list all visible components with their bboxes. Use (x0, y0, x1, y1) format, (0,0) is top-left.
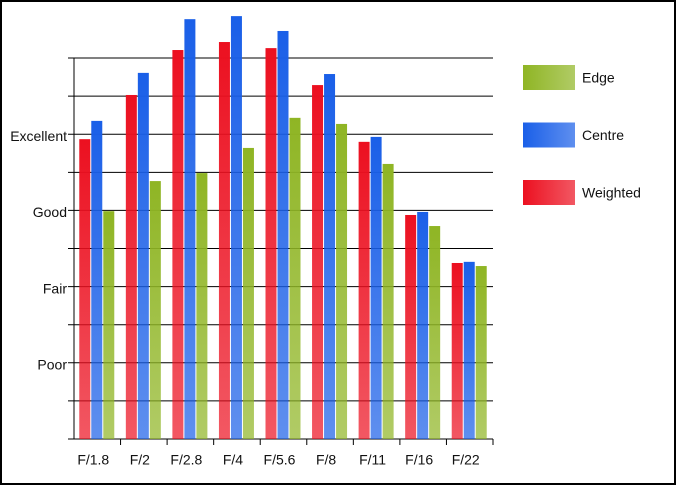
legend-swatch (523, 180, 575, 205)
bar (382, 163, 394, 439)
bar (324, 74, 336, 439)
bar (184, 19, 196, 439)
bar (125, 94, 137, 440)
bar (370, 136, 382, 439)
bar (79, 139, 91, 439)
legend-label: Centre (582, 127, 624, 143)
y-tick-label: Good (33, 204, 67, 220)
bar (149, 181, 161, 439)
legend-swatch (523, 122, 575, 148)
bar (196, 173, 208, 439)
bar (172, 50, 184, 439)
legend-swatch (523, 65, 575, 90)
bar (417, 211, 429, 439)
x-tick-label: F/4 (223, 452, 243, 468)
bar (429, 226, 441, 439)
x-tick-label: F/8 (316, 452, 336, 468)
bar (103, 211, 115, 439)
x-tick-label: F/22 (452, 452, 480, 468)
x-tick-label: F/5.6 (264, 452, 296, 468)
bar (336, 123, 348, 439)
bar (91, 120, 103, 439)
y-tick-label: Fair (43, 280, 67, 296)
bar (137, 72, 149, 439)
bar (405, 214, 417, 439)
bar (451, 262, 463, 439)
x-tick-label: F/1.8 (77, 452, 109, 468)
x-tick-label: F/11 (359, 452, 386, 468)
bar (289, 117, 301, 439)
bar (312, 85, 324, 440)
bar (265, 48, 277, 439)
bar (463, 261, 475, 439)
x-tick-label: F/16 (405, 452, 433, 468)
y-tick-label: Excellent (10, 128, 67, 144)
x-tick-label: F/2 (130, 452, 150, 468)
y-tick-label: Poor (37, 357, 67, 373)
bar (277, 30, 289, 439)
bar (358, 141, 370, 440)
legend-label: Weighted (582, 185, 641, 201)
legend-label: Edge (582, 70, 615, 86)
bar (218, 42, 230, 439)
bar (230, 16, 242, 439)
bar (242, 147, 254, 439)
x-tick-label: F/2.8 (170, 452, 202, 468)
bar (475, 266, 487, 439)
